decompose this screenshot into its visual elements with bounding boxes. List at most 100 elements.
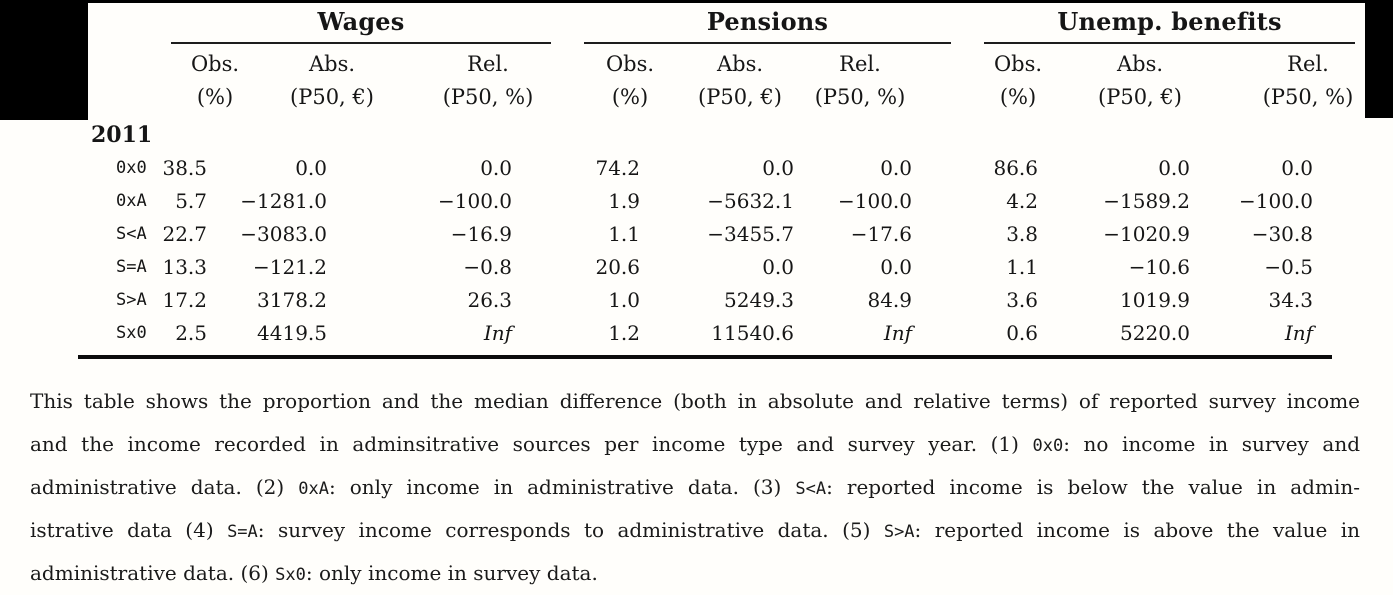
table-cell: Inf	[483, 320, 512, 345]
table-cell: −5632.1	[707, 188, 794, 213]
table-cell: 3.8	[1006, 221, 1038, 246]
table-cell: −100.0	[837, 188, 912, 213]
table-cell: −100.0	[1238, 188, 1313, 213]
caption-text: administrative data. (2)	[30, 475, 299, 499]
column-subheader: Abs.	[1116, 52, 1164, 76]
table-cell: 0.0	[295, 155, 327, 180]
table-cell: 1.2	[608, 320, 640, 345]
caption-text: : only income in administrative data. (3…	[328, 475, 796, 499]
table-cell: −0.8	[463, 254, 512, 279]
results-table: 2011 0x0 38.5 0.0 0.0 74.2 0.0 0.0 86.6 0.0 0.0 0xA…	[88, 118, 1321, 349]
column-subheader: Obs.	[605, 52, 655, 76]
table-cell: −10.6	[1128, 254, 1190, 279]
table-cell: 2.5	[175, 320, 207, 345]
table-cell: −0.5	[1264, 254, 1313, 279]
column-subheader: Obs.	[993, 52, 1043, 76]
table-cell: 0.0	[762, 155, 794, 180]
table-cell: 0.0	[762, 254, 794, 279]
table-cell: −121.2	[252, 254, 327, 279]
table-cell: −100.0	[437, 188, 512, 213]
column-subheader: Rel.	[839, 52, 881, 76]
table-cell: 1019.9	[1120, 287, 1190, 312]
table-cell: −3083.0	[240, 221, 327, 246]
table-cell: 0.0	[880, 155, 912, 180]
table-cell: 13.3	[162, 254, 207, 279]
column-subheader: Rel.	[467, 52, 509, 76]
column-unit: (P50, €)	[290, 85, 374, 109]
caption-text: administrative data. (6)	[30, 561, 276, 585]
row-label: S<A	[116, 223, 147, 244]
table-cell: 5.7	[175, 188, 207, 213]
table-cell: 1.1	[1006, 254, 1038, 279]
table-cell: 84.9	[867, 287, 912, 312]
column-subheader: Obs.	[190, 52, 240, 76]
caption-code-token: S=A	[227, 522, 258, 542]
table-cell: 17.2	[162, 287, 207, 312]
caption-text: This table shows the proportion and the …	[30, 389, 1360, 413]
caption-code-token: S<A	[795, 479, 827, 499]
caption-code-token: Sx0	[275, 565, 306, 585]
table-cell: 5249.3	[724, 287, 794, 312]
caption-text: : reported income is above the value in	[914, 518, 1361, 542]
column-unit: (P50, %)	[442, 85, 534, 109]
table-cell: 34.3	[1268, 287, 1313, 312]
table-cell: Inf	[1284, 320, 1313, 345]
rule-under-wages	[171, 42, 551, 44]
table-cell: −1020.9	[1103, 221, 1190, 246]
table-cell: −16.9	[450, 221, 512, 246]
row-label: S>A	[116, 289, 147, 310]
caption-line: and the income recorded in adminsitrativ…	[30, 423, 1360, 466]
column-unit: (P50, %)	[1262, 85, 1354, 109]
table-cell: −17.6	[850, 221, 912, 246]
row-label: 0x0	[116, 157, 147, 178]
table-cell: 26.3	[467, 287, 512, 312]
table-cell: 20.6	[595, 254, 640, 279]
caption-text: and the income recorded in adminsitrativ…	[30, 432, 1033, 456]
table-cell: 3.6	[1006, 287, 1038, 312]
table-cell: 0.0	[1158, 155, 1190, 180]
column-unit: (%)	[611, 85, 649, 109]
column-subheader: Rel.	[1287, 52, 1329, 76]
rule-under-unemp-benefits	[984, 42, 1355, 44]
table-cell: 5220.0	[1120, 320, 1190, 345]
caption-line: istrative data (4) S=A: survey income co…	[30, 509, 1360, 552]
table-cell: 1.9	[608, 188, 640, 213]
table-cell: 4419.5	[257, 320, 327, 345]
table-cell: 0.0	[1281, 155, 1313, 180]
table-cell: −1281.0	[240, 188, 327, 213]
table-cell: 3178.2	[257, 287, 327, 312]
year-row-label: 2011	[91, 122, 153, 148]
group-header-unemp-benefits: Unemp. benefits	[1057, 7, 1282, 36]
table-cell: 0.0	[480, 155, 512, 180]
table-cell: 86.6	[993, 155, 1038, 180]
black-mask-left	[0, 0, 88, 120]
caption-text: : survey income corresponds to administr…	[257, 518, 884, 542]
table-cell: −3455.7	[707, 221, 794, 246]
caption-text: : no income in survey and	[1063, 432, 1361, 456]
black-mask-right	[1365, 0, 1393, 118]
caption-code-token: 0xA	[298, 479, 329, 499]
caption-code-token: 0x0	[1032, 436, 1064, 456]
group-header-pensions: Pensions	[706, 7, 829, 36]
table-cell: 1.1	[608, 221, 640, 246]
caption-text: : only income in survey data.	[305, 561, 598, 585]
table-cell: 38.5	[162, 155, 207, 180]
table-cell: 11540.6	[711, 320, 794, 345]
caption-code-token: S>A	[883, 522, 915, 542]
rule-under-pensions	[584, 42, 951, 44]
table-bottom-rule	[78, 355, 1332, 359]
column-subheader: Abs.	[308, 52, 356, 76]
caption-text: : reported income is below the value in …	[826, 475, 1360, 499]
table-cell: 22.7	[162, 221, 207, 246]
black-mask-top	[0, 0, 1393, 3]
table-cell: 1.0	[608, 287, 640, 312]
caption-line: administrative data. (6) Sx0: only incom…	[30, 552, 1360, 595]
column-unit: (%)	[999, 85, 1037, 109]
row-label: 0xA	[116, 190, 147, 211]
row-label: Sx0	[116, 322, 147, 343]
table-cell: 0.6	[1006, 320, 1038, 345]
column-subheader: Abs.	[716, 52, 764, 76]
table-cell: −1589.2	[1103, 188, 1190, 213]
row-label: S=A	[116, 256, 147, 277]
